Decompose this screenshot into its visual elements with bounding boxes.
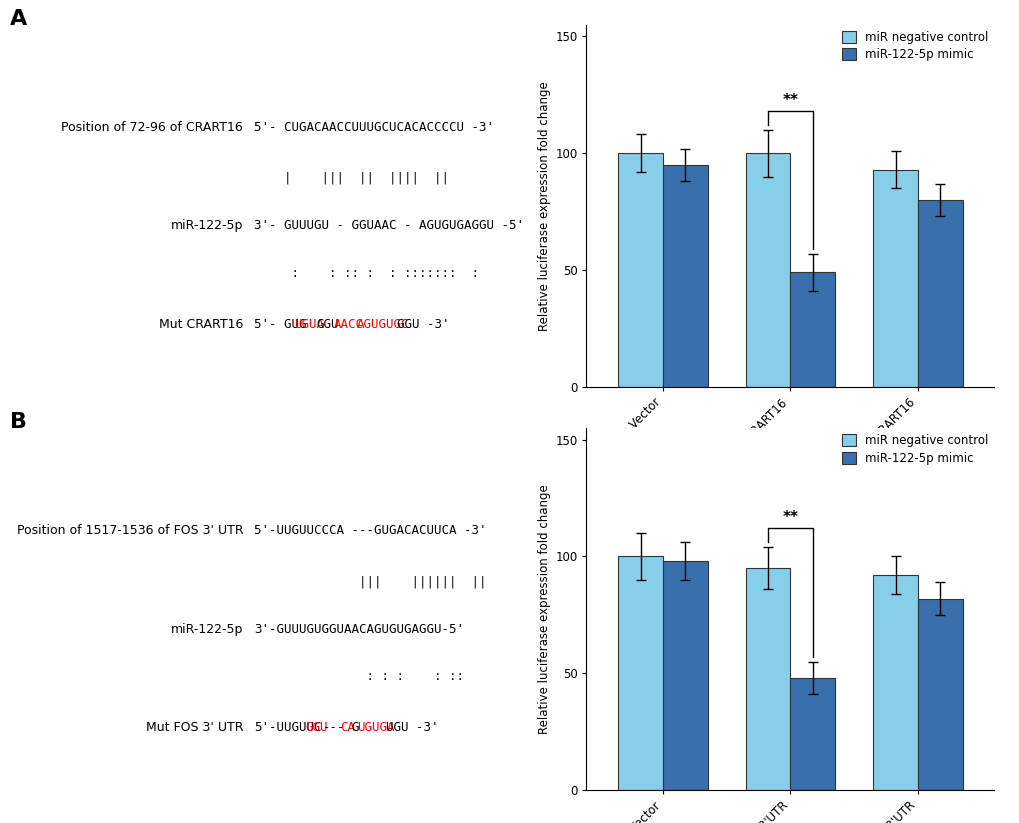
Bar bbox=[872, 575, 917, 790]
Text: miR-122-5p: miR-122-5p bbox=[170, 623, 243, 635]
Bar bbox=[872, 170, 917, 387]
Text: GGU: GGU bbox=[305, 722, 327, 734]
Text: :    : :: :  : :::::::  :: : : :: : : ::::::: : bbox=[254, 267, 478, 280]
Text: AGUGUGC: AGUGUGC bbox=[357, 319, 409, 331]
Legend: miR negative control, miR-122-5p mimic: miR negative control, miR-122-5p mimic bbox=[841, 434, 987, 465]
Bar bbox=[917, 598, 962, 790]
Text: Position of 72-96 of CRART16: Position of 72-96 of CRART16 bbox=[61, 121, 243, 133]
Text: AACC: AACC bbox=[333, 319, 364, 331]
Text: UGUGA: UGUGA bbox=[357, 722, 394, 734]
Text: GGU: GGU bbox=[317, 319, 339, 331]
Bar bbox=[618, 556, 662, 790]
Text: CA: CA bbox=[339, 722, 355, 734]
Text: Mut FOS 3' UTR: Mut FOS 3' UTR bbox=[146, 722, 243, 734]
Bar bbox=[745, 568, 790, 790]
Text: A: A bbox=[10, 8, 28, 29]
Y-axis label: Relative luciferase expression fold change: Relative luciferase expression fold chan… bbox=[538, 81, 550, 331]
Bar bbox=[662, 165, 707, 387]
Bar bbox=[790, 678, 835, 790]
Text: 5'-UUGUUC: 5'-UUGUUC bbox=[254, 722, 321, 734]
Text: B: B bbox=[10, 412, 26, 432]
Bar bbox=[662, 561, 707, 790]
Text: miR-122-5p: miR-122-5p bbox=[170, 220, 243, 232]
Bar bbox=[917, 200, 962, 387]
Text: GGU -3': GGU -3' bbox=[396, 319, 449, 331]
Legend: miR negative control, miR-122-5p mimic: miR negative control, miR-122-5p mimic bbox=[841, 30, 987, 62]
Text: G: G bbox=[351, 722, 359, 734]
Text: 3'- GUUUGU - GGUAAC - AGUGUGAGGU -5': 3'- GUUUGU - GGUAAC - AGUGUGAGGU -5' bbox=[254, 220, 524, 232]
Bar bbox=[745, 153, 790, 387]
Text: 5'- GUG: 5'- GUG bbox=[254, 319, 306, 331]
Text: **: ** bbox=[782, 510, 798, 525]
Text: |||    ||||||  ||: ||| |||||| || bbox=[254, 575, 486, 588]
Text: UGUA: UGUA bbox=[293, 319, 324, 331]
Text: 5'- CUGACAACCUUUGCUCACACCCCU -3': 5'- CUGACAACCUUUGCUCACACCCCU -3' bbox=[254, 121, 493, 133]
Text: 3'-GUUUGUGGUAACAGUGUGAGGU-5': 3'-GUUUGUGGUAACAGUGUGAGGU-5' bbox=[254, 623, 464, 635]
Bar bbox=[618, 153, 662, 387]
Text: UGU -3': UGU -3' bbox=[385, 722, 437, 734]
Text: 5'-UUGUUCCCA ---GUGACACUUCA -3': 5'-UUGUUCCCA ---GUGACACUUCA -3' bbox=[254, 524, 486, 537]
Text: : : :    : ::: : : : : :: bbox=[254, 670, 464, 683]
Text: Mut CRART16: Mut CRART16 bbox=[159, 319, 243, 331]
Text: **: ** bbox=[782, 93, 798, 108]
Text: |    |||  ||  ||||  ||: | ||| || |||| || bbox=[254, 172, 448, 185]
Bar bbox=[790, 272, 835, 387]
Text: ---: --- bbox=[322, 722, 344, 734]
Y-axis label: Relative luciferase expression fold change: Relative luciferase expression fold chan… bbox=[538, 484, 550, 734]
Text: Position of 1517-1536 of FOS 3' UTR: Position of 1517-1536 of FOS 3' UTR bbox=[16, 524, 243, 537]
